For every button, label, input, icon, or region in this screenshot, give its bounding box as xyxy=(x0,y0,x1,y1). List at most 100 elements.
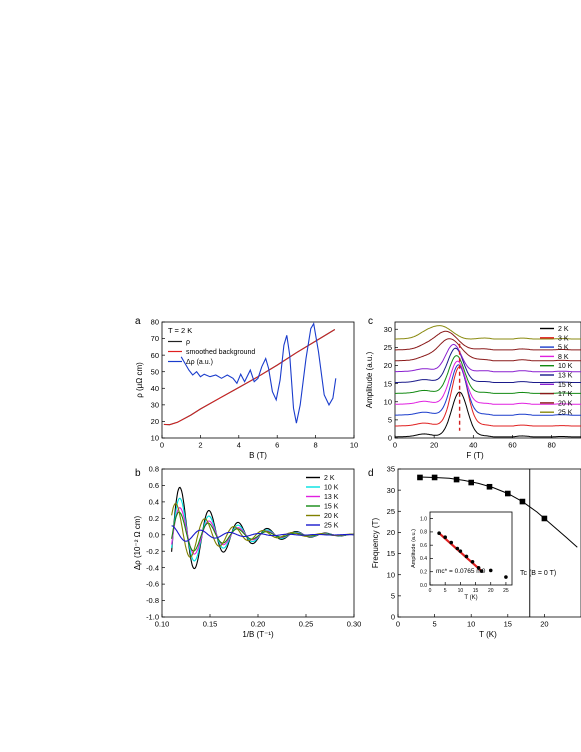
panel-c-legend-label: 3 K xyxy=(558,335,569,342)
panel-d-y-tick-label: 0 xyxy=(391,613,395,622)
panel-a-x-tick-label: 0 xyxy=(160,441,164,450)
panel-c-legend-label: 5 K xyxy=(558,345,569,352)
panel-d-annotation: Tc (B = 0 T) xyxy=(520,570,556,577)
panel-c-legend-label: 13 K xyxy=(558,373,573,380)
panel-c-axes: 0 20 40 60 80 0 5 10 15 20 25 30 xyxy=(384,321,581,450)
panel-a-y-tick-label: 70 xyxy=(151,334,159,343)
panel-c-series-line xyxy=(395,391,581,438)
panel-c-series-line xyxy=(395,347,581,383)
panel-c-y-tick-label: 10 xyxy=(384,397,392,406)
panel-c-frame xyxy=(394,321,581,439)
panel-c-x-tick-label: 0 xyxy=(393,441,397,450)
panel-letter-a: a xyxy=(135,316,141,327)
panel-d-inset-x-tick-label: 20 xyxy=(488,588,494,594)
panel-d-y-tick-label: 30 xyxy=(387,486,395,495)
panel-d-ylabel: Frequency (T) xyxy=(371,518,380,569)
panel-c-x-tick-label: 20 xyxy=(430,441,438,450)
panel-d-data-point xyxy=(505,490,511,497)
panel-d-frame xyxy=(397,468,581,618)
panel-a-series-line xyxy=(163,329,336,426)
panel-b-x-tick-label: 0.20 xyxy=(251,620,266,629)
panel-d-inset-point xyxy=(455,546,460,551)
panel-c-y-tick-label: 15 xyxy=(384,379,392,388)
panel-b-legend-label: 20 K xyxy=(324,513,339,520)
panel-d-inset-x-tick-label: 0 xyxy=(429,588,432,594)
panel-b-y-tick-label: 0.0 xyxy=(149,530,159,539)
panel-d-inset-annotation: mc* = 0.0765 m0 xyxy=(436,568,486,575)
panel-a-series-line xyxy=(180,322,337,424)
panel-d-inset-point xyxy=(504,575,508,579)
panel-a-y-tick-label: 50 xyxy=(151,367,159,376)
panel-a-x-tick-label: 8 xyxy=(314,441,318,450)
panel-d-y-tick-label: 25 xyxy=(387,507,395,516)
panel-b-ylabel: Δρ (10⁻² Ω cm) xyxy=(133,516,142,571)
panel-b-y-tick-label: 0.8 xyxy=(149,465,159,474)
panel-d-y-tick-label: 15 xyxy=(387,549,395,558)
panel-c-legend-label: 8 K xyxy=(558,354,569,361)
panel-d-fit-curve xyxy=(419,476,578,548)
panel-d-x-tick-label: 15 xyxy=(504,620,512,629)
panel-d-data-point xyxy=(486,483,493,490)
panel-d-inset-frame xyxy=(429,511,513,586)
panel-d-y-tick-label: 35 xyxy=(387,465,395,474)
panel-d-inset-point xyxy=(443,535,447,540)
panel-a-x-tick-label: 6 xyxy=(275,441,279,450)
panel-d-data-point xyxy=(468,479,474,486)
panel-d-data-point xyxy=(519,498,526,505)
panel-c-x-tick-label: 80 xyxy=(547,441,555,450)
panel-a-legend-label: smoothed background xyxy=(186,349,255,356)
panel-d-data-point xyxy=(541,515,548,522)
panel-c-y-tick-label: 25 xyxy=(384,343,392,352)
panel-c-legend-label: 25 K xyxy=(558,410,573,417)
panel-a-y-tick-label: 80 xyxy=(151,318,159,327)
panel-d-content xyxy=(417,469,578,617)
panel-c-series-line xyxy=(395,325,581,340)
panel-b-series-line xyxy=(171,502,354,558)
panel-d-inset-x-tick-label: 25 xyxy=(503,588,509,594)
panel-d-inset-y-tick-label: 0.4 xyxy=(420,556,427,562)
panel-c-y-tick-label: 5 xyxy=(388,416,392,425)
panel-d-inset-point xyxy=(470,559,475,564)
panel-c-series-line xyxy=(394,364,581,416)
panel-a-x-tick-label: 2 xyxy=(198,441,202,450)
panel-d-y-tick-label: 10 xyxy=(387,570,395,579)
panel-d-x-tick-label: 10 xyxy=(467,620,475,629)
panel-a-y-tick-label: 60 xyxy=(151,351,159,360)
panel-b-legend-label: 13 K xyxy=(324,494,339,501)
panel-a-y-tick-label: 40 xyxy=(151,384,159,393)
panel-d-inset-x-tick-label: 15 xyxy=(473,588,479,594)
panel-a-x-tick-label: 4 xyxy=(237,441,241,450)
panel-a-ylabel: ρ (μΩ cm) xyxy=(135,362,144,398)
panel-c-y-tick-label: 0 xyxy=(388,434,392,443)
panel-d-x-tick-label: 5 xyxy=(433,620,437,629)
panel-d-data-point xyxy=(453,476,460,483)
panel-a-y-tick-label: 10 xyxy=(151,434,159,443)
panel-c-ylabel: Amplitude (a.u.) xyxy=(365,351,374,408)
panel-b-y-tick-label: -0.2 xyxy=(146,547,159,556)
panel-d-x-tick-label: 20 xyxy=(540,620,548,629)
panel-a-legend-label: Δρ (a.u.) xyxy=(186,359,213,366)
panel-d-inset-axes: 0 5 10 15 20 25 0.0 0.2 0.4 0.6 0.8 1.0 xyxy=(420,511,513,594)
panel-b-y-tick-label: -0.8 xyxy=(146,596,159,605)
panel-c-legend-label: 2 K xyxy=(558,326,569,333)
panel-d-inset-point xyxy=(479,569,484,573)
panel-b-y-tick-label: 0.2 xyxy=(149,514,159,523)
panel-d-xlabel: T (K) xyxy=(479,630,497,639)
panel-a-series xyxy=(163,322,337,426)
panel-letter-c: c xyxy=(368,316,373,327)
panel-b-x-tick-label: 0.15 xyxy=(203,620,218,629)
panel-d-inset-x-tick-label: 10 xyxy=(458,588,464,594)
panel-b-y-tick-label: -0.6 xyxy=(146,580,159,589)
panel-d-inset-point xyxy=(449,540,454,545)
panel-d-inset-ylabel: Amplitude (a.u.) xyxy=(411,529,417,568)
panel-b-y-tick-label: -0.4 xyxy=(146,563,159,572)
panel-d-inset-point xyxy=(458,549,463,553)
panel-d-inset-xlabel: T (K) xyxy=(464,595,477,601)
panel-d-y-tick-label: 20 xyxy=(387,528,395,537)
panel-letter-b: b xyxy=(135,468,141,479)
panel-d-inset-x-tick-label: 5 xyxy=(444,588,447,594)
panel-d-inset-y-tick-label: 0.8 xyxy=(420,530,427,536)
panel-c-legend-label: 15 K xyxy=(558,382,573,389)
panel-d-y-tick-label: 5 xyxy=(391,591,395,600)
panel-c-series-line xyxy=(395,338,581,362)
